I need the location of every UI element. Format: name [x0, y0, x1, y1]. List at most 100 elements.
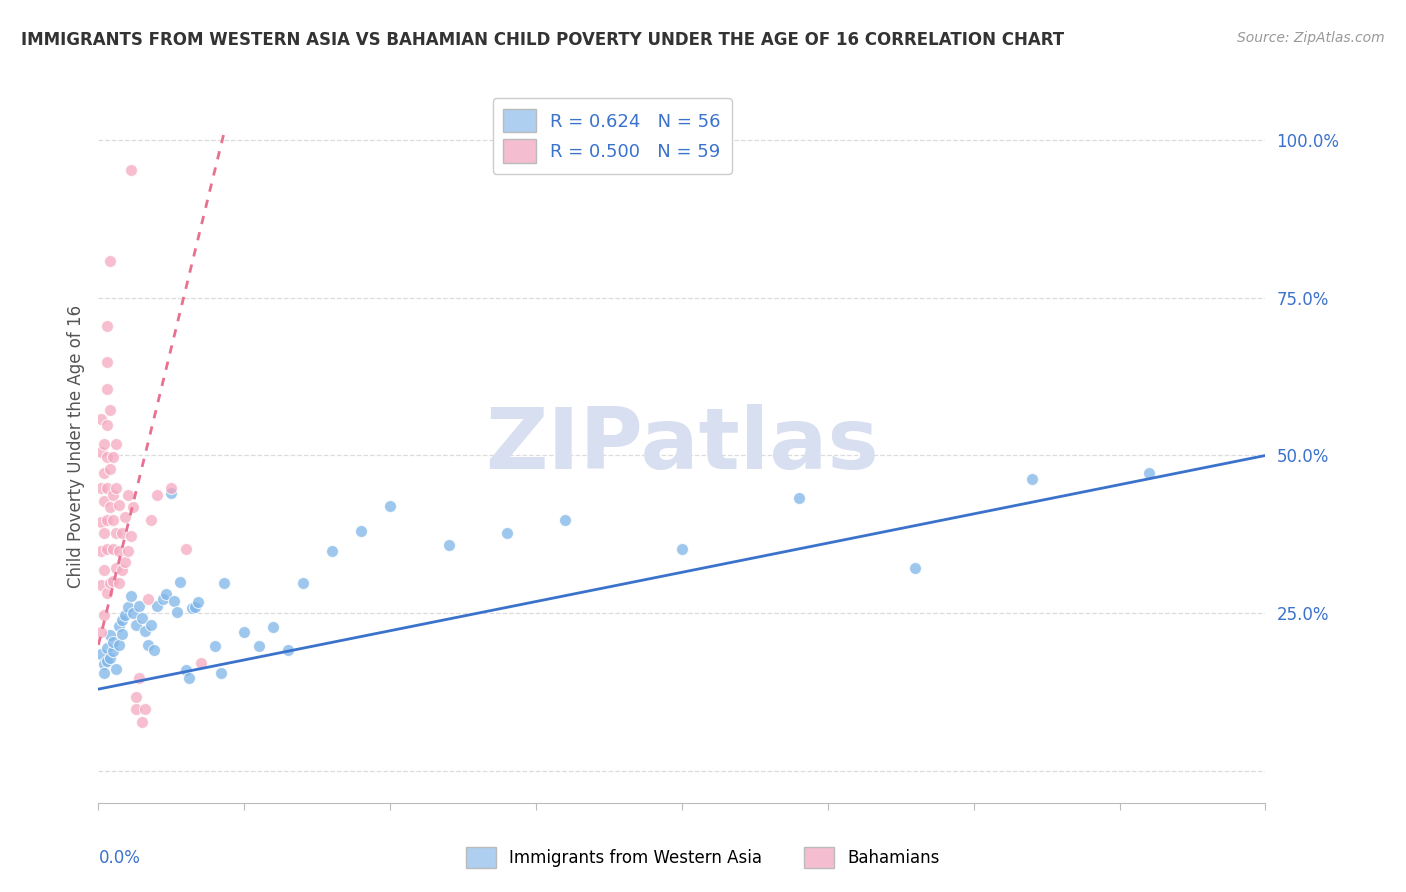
Point [93, 607, 115, 622]
Point [96, 382, 118, 396]
Point [125, 702, 148, 716]
Point [437, 538, 460, 552]
Point [104, 662, 127, 676]
Point [93, 563, 115, 577]
Point [93, 466, 115, 480]
Point [101, 513, 124, 527]
Point [93, 494, 115, 508]
Point [96, 641, 118, 656]
Point [350, 524, 373, 539]
Point [93, 657, 115, 671]
Point [117, 600, 139, 615]
Point [120, 529, 142, 543]
Point [111, 613, 134, 627]
Point [96, 586, 118, 600]
Point [108, 544, 131, 558]
Point [554, 513, 576, 527]
Point [96, 541, 118, 556]
Point [146, 599, 169, 613]
Point [98, 650, 121, 665]
Point [152, 592, 174, 607]
Point [125, 617, 148, 632]
Point [180, 601, 202, 615]
Y-axis label: Child Poverty Under the Age of 16: Child Poverty Under the Age of 16 [66, 304, 84, 588]
Point [139, 617, 162, 632]
Point [90, 412, 112, 426]
Point [277, 643, 299, 657]
Point [98, 254, 121, 268]
Point [247, 639, 270, 653]
Point [131, 714, 153, 729]
Point [120, 163, 142, 178]
Point [98, 500, 121, 515]
Point [134, 702, 156, 716]
Text: ZIPatlas: ZIPatlas [485, 404, 879, 488]
Point [96, 318, 118, 333]
Point [90, 648, 112, 662]
Point [134, 624, 156, 638]
Point [169, 574, 191, 589]
Text: 0.0%: 0.0% [98, 849, 141, 867]
Point [114, 555, 136, 569]
Point [262, 620, 284, 634]
Point [117, 488, 139, 502]
Point [233, 625, 256, 640]
Point [131, 611, 153, 625]
Point [101, 634, 124, 648]
Point [160, 481, 183, 495]
Point [1137, 466, 1160, 480]
Point [96, 355, 118, 369]
Point [321, 544, 343, 558]
Point [787, 491, 810, 506]
Point [190, 656, 212, 670]
Legend: R = 0.624   N = 56, R = 0.500   N = 59: R = 0.624 N = 56, R = 0.500 N = 59 [492, 98, 731, 174]
Point [174, 541, 197, 556]
Point [101, 644, 124, 658]
Point [128, 671, 150, 685]
Point [96, 418, 118, 433]
Point [904, 561, 927, 575]
Point [136, 592, 159, 607]
Point [101, 488, 124, 502]
Point [187, 595, 209, 609]
Point [139, 513, 162, 527]
Point [96, 450, 118, 464]
Point [117, 544, 139, 558]
Point [96, 654, 118, 668]
Point [142, 643, 165, 657]
Point [104, 525, 127, 540]
Point [204, 639, 226, 653]
Point [120, 589, 142, 603]
Point [136, 638, 159, 652]
Point [174, 663, 197, 677]
Point [101, 541, 124, 556]
Point [209, 666, 232, 681]
Point [90, 515, 112, 529]
Point [108, 619, 131, 633]
Point [93, 525, 115, 540]
Point [98, 462, 121, 476]
Point [212, 576, 235, 591]
Point [163, 593, 186, 607]
Point [101, 574, 124, 588]
Point [155, 587, 177, 601]
Point [108, 498, 131, 512]
Point [114, 607, 136, 622]
Point [1021, 473, 1043, 487]
Point [111, 525, 134, 540]
Text: Source: ZipAtlas.com: Source: ZipAtlas.com [1237, 31, 1385, 45]
Point [108, 576, 131, 591]
Point [122, 607, 145, 621]
Point [111, 563, 134, 577]
Point [96, 513, 118, 527]
Point [101, 450, 124, 464]
Legend: Immigrants from Western Asia, Bahamians: Immigrants from Western Asia, Bahamians [460, 840, 946, 875]
Text: IMMIGRANTS FROM WESTERN ASIA VS BAHAMIAN CHILD POVERTY UNDER THE AGE OF 16 CORRE: IMMIGRANTS FROM WESTERN ASIA VS BAHAMIAN… [21, 31, 1064, 49]
Point [166, 605, 188, 619]
Point [111, 626, 134, 640]
Point [380, 499, 402, 513]
Point [122, 500, 145, 515]
Point [128, 599, 150, 613]
Point [104, 561, 127, 575]
Point [90, 481, 112, 495]
